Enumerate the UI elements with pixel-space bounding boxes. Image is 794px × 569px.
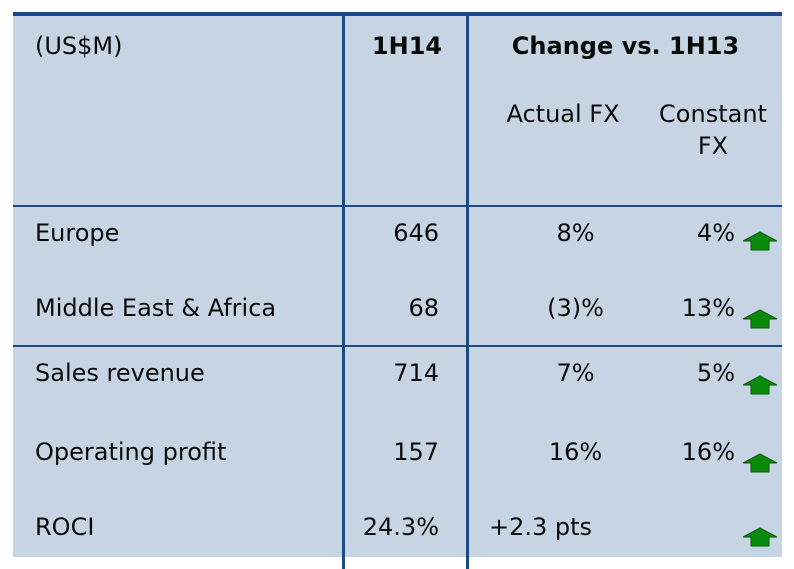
up-arrow (742, 453, 778, 473)
row-label: Europe (35, 219, 120, 247)
up-arrow (742, 231, 778, 251)
column-divider (466, 16, 469, 569)
period-value: 157 (393, 438, 439, 466)
header-period: 1H14 (371, 32, 443, 60)
constant-fx-value: 16% (681, 438, 735, 466)
table: (US$M) 1H14 Change vs. 1H13 Actual FX Co… (13, 12, 782, 569)
actual-fx-value: 7% (556, 359, 595, 387)
column-divider (342, 16, 345, 569)
period-value: 68 (408, 294, 439, 322)
row-divider (13, 345, 782, 347)
constant-fx-value: 4% (696, 219, 735, 247)
constant-fx-value: 13% (681, 294, 735, 322)
up-arrow (742, 375, 778, 395)
row-divider (13, 205, 782, 207)
up-arrow (742, 309, 778, 329)
actual-fx-value: +2.3 pts (489, 513, 593, 541)
row-label: Sales revenue (35, 359, 205, 387)
header-change: Change vs. 1H13 (511, 32, 740, 60)
actual-fx-value: (3)% (547, 294, 604, 322)
period-value: 646 (393, 219, 439, 247)
row-label: Middle East & Africa (35, 294, 277, 322)
period-value: 714 (393, 359, 439, 387)
actual-fx-value: 16% (548, 438, 603, 466)
actual-fx-value: 8% (556, 219, 595, 247)
row-label: Operating profit (35, 438, 227, 466)
header-actual: Actual FX (506, 100, 620, 128)
period-value: 24.3% (362, 513, 439, 541)
up-arrow (742, 527, 778, 547)
constant-fx-value: 5% (696, 359, 735, 387)
row-label: ROCI (35, 513, 95, 541)
header-label: (US$M) (35, 32, 123, 60)
header-constant: Constant FX (659, 100, 767, 160)
